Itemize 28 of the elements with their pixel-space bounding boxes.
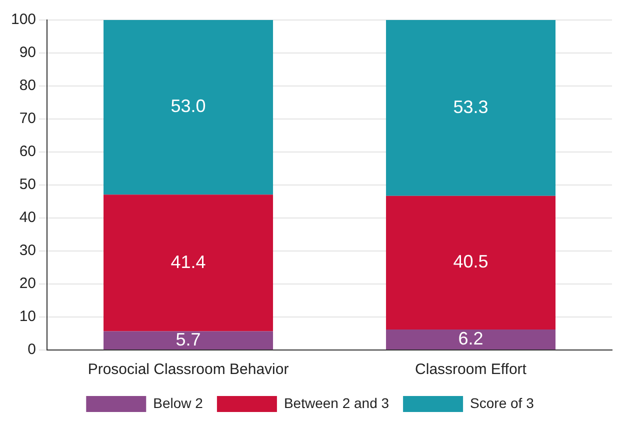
legend-label: Score of 3 xyxy=(470,394,534,411)
y-tick-label: 100 xyxy=(10,11,36,28)
y-tick-label: 10 xyxy=(19,308,36,326)
x-tick-label: Classroom Effort xyxy=(415,361,528,378)
text: 5.7 xyxy=(176,329,201,350)
bar xyxy=(386,196,556,330)
y-tick-label: 0 xyxy=(28,341,36,358)
y-tick-label: 60 xyxy=(19,143,36,160)
y-tick-label: 40 xyxy=(19,209,36,226)
text: 53.3 xyxy=(453,96,488,117)
text: 53.0 xyxy=(170,96,206,116)
bar xyxy=(104,20,274,195)
y-tick-label: 80 xyxy=(19,77,36,94)
text: 6.2 xyxy=(458,328,484,348)
bar xyxy=(386,20,556,196)
legend-label: Below 2 xyxy=(153,394,204,411)
y-tick-label: 20 xyxy=(19,275,36,292)
y-tick-label: 90 xyxy=(19,44,36,62)
y-tick-label: 70 xyxy=(19,110,36,128)
y-tick-label: 50 xyxy=(19,176,36,194)
bar xyxy=(386,330,556,350)
y-tick-label: 30 xyxy=(19,242,36,260)
bar xyxy=(104,194,274,332)
legend-label: Between 2 and 3 xyxy=(284,394,390,411)
x-tick-label: Prosocial Classroom Behavior xyxy=(88,361,289,378)
text: 40.5 xyxy=(453,252,488,272)
text: 41.4 xyxy=(170,252,206,272)
bar xyxy=(104,331,274,350)
